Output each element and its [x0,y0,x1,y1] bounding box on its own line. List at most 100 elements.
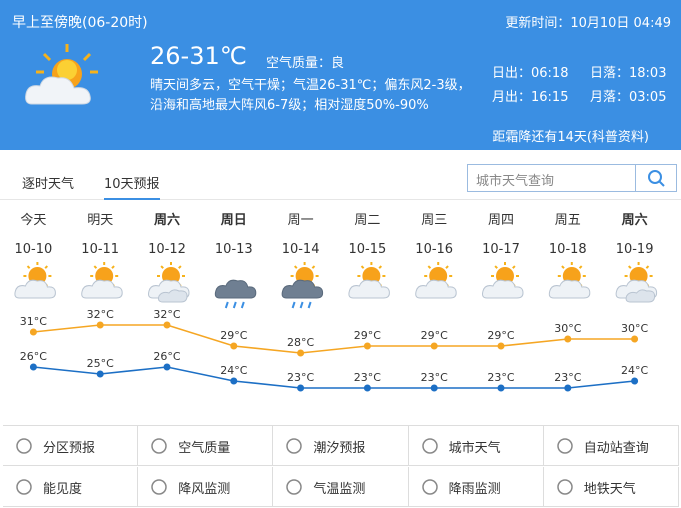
weather-icon [214,279,257,309]
search-box[interactable]: 城市天气查询 [467,164,677,192]
low-label: 23°C [421,371,448,384]
high-point [430,342,438,350]
moonset: 月落：03:05 [590,90,667,105]
high-point [297,349,305,357]
date: 10-14 [282,242,320,257]
temperature: 26-31℃ [150,42,247,70]
low-point [631,377,639,385]
link-cell[interactable]: 城市天气 [408,426,544,466]
link-grid: 分区预报 空气质量 潮汐预报 城市天气 自动站查询能见度 降风监测 气温监测 降雨监测 地铁天气 [3,425,679,508]
link-cell[interactable]: 降雨监测 [408,467,544,507]
date: 10-11 [81,242,119,257]
low-label: 23°C [487,371,514,384]
link-icon [151,438,167,454]
weather-icon [281,262,324,309]
date: 10-19 [616,242,654,257]
cloud [214,279,257,299]
link-label: 降雨监测 [448,482,501,497]
link-icon [421,438,438,454]
link-label: 潮汐预报 [313,441,366,456]
weather-icon [415,262,457,299]
link-cell[interactable]: 地铁天气 [543,467,679,507]
high-point [96,321,104,329]
sun-ray [293,265,298,269]
low-point [96,370,104,378]
date: 10-17 [482,242,520,257]
date: 10-18 [549,242,587,257]
sun-ray [427,265,432,269]
cloud [281,279,324,299]
rain-drop [307,301,312,309]
sun-ray [111,265,115,269]
rain-drop [240,301,245,309]
search-icon [648,170,665,187]
high-label: 29°C [220,329,247,342]
link-label: 空气质量 [178,441,231,456]
link-cell[interactable]: 降风监测 [138,467,274,507]
moonrise: 月出：16:15 [492,90,569,105]
weather-icon [482,262,524,299]
low-point [430,384,438,392]
rain-drop [299,301,304,309]
sun-ray [494,265,498,269]
high-point [230,342,238,350]
low-point [230,377,238,385]
tab-active[interactable]: 10天预报 [104,173,160,200]
low-label: 23°C [554,371,581,384]
cloud [415,279,457,299]
link-cell[interactable]: 潮汐预报 [273,426,409,466]
sun-ray [645,265,650,269]
sun-ray [512,265,516,269]
sun-ray [311,265,316,269]
weekday: 明天 [87,213,113,228]
search-button[interactable] [635,165,676,191]
solar-term[interactable]: 距霜降还有14天(科普资料) [492,130,649,145]
sunset: 日落：18:03 [590,66,667,81]
low-point [363,384,371,392]
weekday: 周四 [488,213,514,228]
link-cell[interactable]: 能见度 [3,467,139,507]
link-cell[interactable]: 分区预报 [3,426,139,466]
low-label: 24°C [220,364,247,377]
low-label: 23°C [354,371,381,384]
high-label: 30°C [554,322,581,335]
date: 10-16 [415,242,453,257]
link-icon [16,438,32,454]
header: 早上至傍晚(06-20时) 26-31℃ 空气质量：良 晴天间多云，空气干燥；气… [0,0,681,150]
link-label: 降风监测 [178,482,231,497]
high-label: 32°C [87,308,114,321]
rain-drop [232,301,237,309]
link-icon [557,479,573,495]
cloud [14,279,56,299]
high-point [564,335,572,343]
link-cell[interactable]: 空气质量 [138,426,274,466]
weather-icon [615,262,658,303]
weekday: 周五 [555,213,581,228]
sun-ray [178,265,182,269]
low-line [33,366,635,389]
link-label: 地铁天气 [583,482,636,497]
weekday: 周六 [154,212,180,228]
weekday: 周三 [421,213,447,228]
high-line [33,324,635,354]
sun-ray [26,265,31,269]
weekday: 周六 [622,212,648,228]
sun-ray [44,265,49,269]
search-placeholder: 城市天气查询 [476,174,555,189]
link-label: 分区预报 [43,441,96,456]
sun-ray [93,265,98,269]
high-label: 29°C [421,329,448,342]
link-cell[interactable]: 气温监测 [273,467,409,507]
sun-ray [627,265,632,269]
tab[interactable]: 逐时天气 [22,177,75,192]
low-label: 23°C [287,371,314,384]
weekday: 周日 [221,213,247,228]
low-point [497,384,505,392]
cloud [81,279,123,299]
low-label: 26°C [20,350,47,363]
air-quality: 空气质量：良 [266,56,345,71]
high-point [363,342,371,350]
cloud [625,289,656,303]
link-cell[interactable]: 自动站查询 [543,426,679,466]
